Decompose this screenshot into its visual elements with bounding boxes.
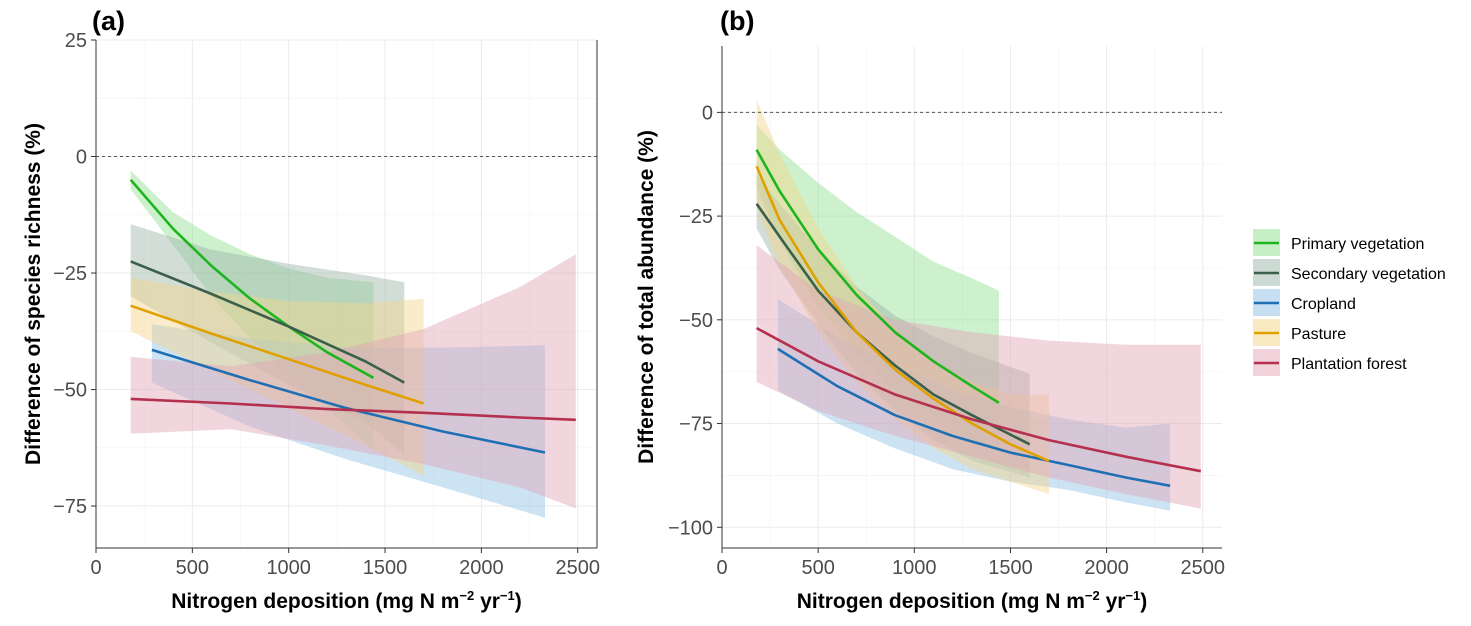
ribbon-secondary-vegetation [756, 174, 1030, 478]
x-axis-title-superscript: −1 [1125, 588, 1140, 603]
y-tick-label: −50 [679, 310, 713, 332]
x-axis-title: Nitrogen deposition (mg N m−2 yr−1) [797, 588, 1148, 613]
confidence-ribbons [756, 99, 1201, 511]
legend-item: Primary vegetation [1253, 229, 1424, 256]
line-plantation-forest [755, 326, 1202, 473]
x-axis-title-part: ) [515, 590, 522, 613]
y-axis-title: Difference of species richness (%) [22, 123, 45, 465]
panel-label: (a) [92, 6, 125, 36]
x-axis-title-superscript: −2 [459, 588, 474, 603]
gridlines [721, 46, 1222, 548]
x-axis-title-part: ) [1140, 590, 1147, 613]
legend-label: Plantation forest [1291, 356, 1407, 373]
x-tick-label: 0 [716, 557, 727, 579]
y-axis-title: Difference of total abundance (%) [635, 130, 658, 464]
x-tick-label: 1000 [266, 557, 311, 579]
ribbon-cropland [777, 299, 1171, 511]
legend-item: Secondary vegetation [1253, 259, 1446, 286]
confidence-ribbons [130, 170, 576, 518]
x-tick-label: 2000 [1084, 557, 1129, 579]
y-tick-label: −25 [679, 206, 713, 228]
line-plantation-forest [130, 397, 576, 422]
x-axis-title-part: yr [474, 590, 500, 613]
legend-label: Pasture [1291, 326, 1346, 343]
ribbon-primary-vegetation [756, 124, 999, 453]
legend-item: Cropland [1253, 289, 1356, 316]
x-tick-label: 1500 [363, 557, 408, 579]
line-cropland [151, 348, 546, 454]
ribbon-pasture [130, 277, 424, 476]
x-tick-label: 2500 [1181, 557, 1226, 579]
y-tick-label: −75 [53, 496, 87, 518]
y-tick-label: 25 [65, 30, 87, 52]
y-tick-label: −75 [679, 414, 713, 436]
panel-b: −100 −75 −50 −25 0 0 500 1000 1500 2000 2500 (b) Dif… [635, 6, 1225, 613]
line-secondary-vegetation [130, 260, 405, 384]
x-tick-label: 500 [801, 557, 834, 579]
x-axis-title-superscript: −2 [1085, 588, 1100, 603]
line-secondary-vegetation [755, 202, 1031, 446]
x-axis-title: Nitrogen deposition (mg N m−2 yr−1) [171, 588, 522, 613]
x-tick-label: 2500 [555, 557, 600, 579]
ribbon-pasture [756, 99, 1049, 495]
x-axis-title-superscript: −1 [500, 588, 515, 603]
x-tick-label: 2000 [459, 557, 504, 579]
ribbon-secondary-vegetation [130, 224, 405, 455]
series-lines [129, 178, 576, 454]
x-tick-label: 1500 [988, 557, 1033, 579]
line-primary-vegetation [129, 178, 375, 380]
y-tick-label: −100 [668, 517, 713, 539]
series-lines [755, 149, 1202, 488]
y-tick-label: −50 [53, 380, 87, 402]
legend-item: Plantation forest [1253, 349, 1407, 376]
y-tick-label: 0 [702, 102, 713, 124]
x-axis-title-part: Nitrogen deposition (mg N m [171, 590, 459, 613]
line-cropland [777, 347, 1171, 488]
legend-label: Cropland [1291, 296, 1356, 313]
y-tick-label: 0 [76, 147, 87, 169]
x-axis-title-part: Nitrogen deposition (mg N m [797, 590, 1085, 613]
ribbon-cropland [151, 324, 545, 518]
x-tick-label: 500 [176, 557, 209, 579]
legend-label: Primary vegetation [1291, 236, 1424, 253]
panel-label: (b) [720, 6, 754, 36]
ribbon-plantation-forest [756, 245, 1201, 509]
line-pasture [130, 304, 424, 405]
line-primary-vegetation [755, 149, 1000, 404]
x-axis-title-part: yr [1100, 590, 1126, 613]
legend: Primary vegetation Secondary vegetation Cr… [1253, 229, 1446, 376]
x-tick-label: 1000 [892, 557, 937, 579]
y-tick-label: −25 [53, 263, 87, 285]
x-tick-label: 0 [90, 557, 101, 579]
legend-label: Secondary vegetation [1291, 266, 1446, 283]
line-pasture [755, 165, 1050, 463]
legend-item: Pasture [1253, 319, 1346, 346]
gridlines [95, 39, 597, 548]
